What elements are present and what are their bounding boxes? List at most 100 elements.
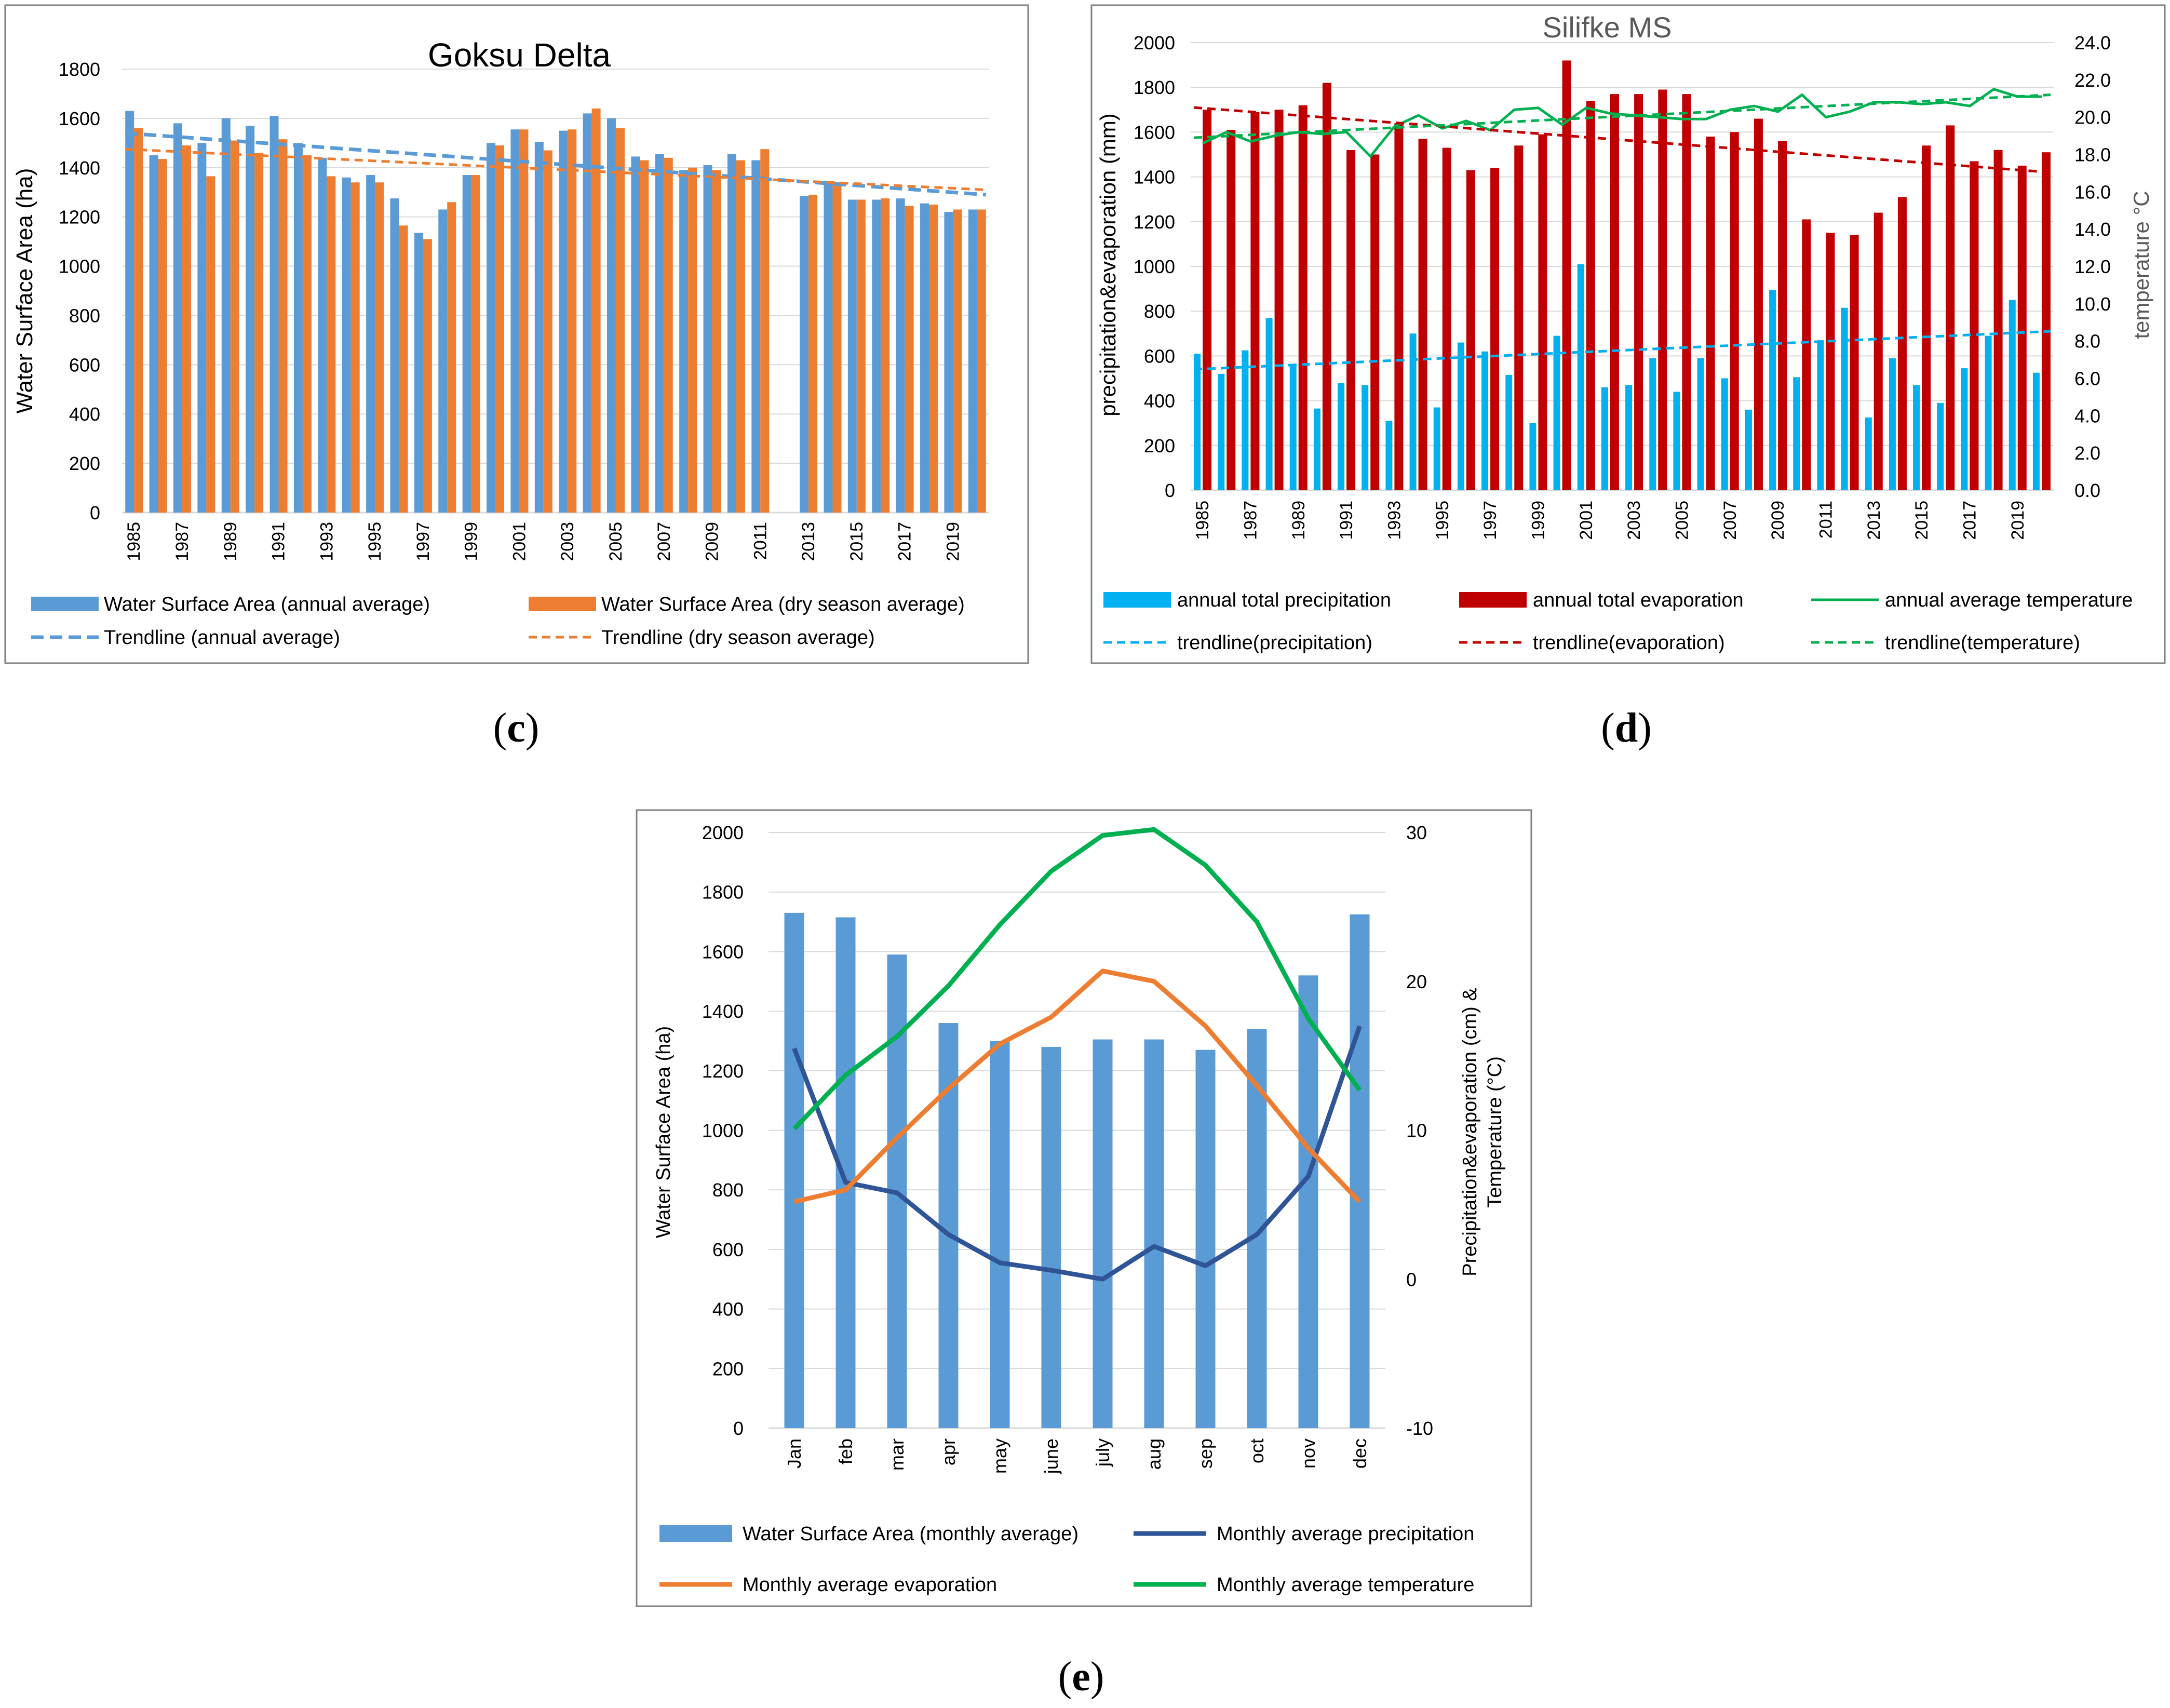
- y2-tick-label: 10.0: [2074, 293, 2111, 315]
- bar-annual-average: [318, 157, 327, 513]
- x-tick-label: 2013: [799, 522, 818, 561]
- chart-e: 0200400600800100012001400160018002000-10…: [653, 822, 1506, 1596]
- bar-annual-average: [800, 196, 809, 513]
- bar-dry-season-average: [543, 150, 552, 513]
- y2-tick-label: 30: [1406, 822, 1427, 843]
- x-tick-label: 2009: [703, 522, 722, 561]
- trendline-evaporation: [1193, 106, 2051, 174]
- bar-monthly-water-area: [1298, 975, 1318, 1428]
- bar-dry-season-average: [230, 140, 239, 513]
- bar-annual-evaporation: [1370, 154, 1380, 490]
- bar-annual-precipitation: [1721, 378, 1728, 490]
- bar-annual-average: [149, 155, 158, 513]
- bar-dry-season-average: [832, 182, 842, 513]
- x-tick-label: 2009: [1768, 501, 1788, 540]
- legend-label: annual total evaporation: [1533, 589, 1744, 611]
- bar-annual-average: [606, 118, 616, 513]
- bar-dry-season-average: [351, 182, 360, 513]
- bar-annual-average: [269, 116, 279, 513]
- x-tick-label: 2013: [1864, 501, 1884, 540]
- x-tick-label: 1997: [413, 522, 433, 561]
- x-tick-label: 1999: [1528, 501, 1548, 540]
- bar-annual-evaporation: [1298, 105, 1308, 490]
- bar-dry-season-average: [760, 149, 770, 513]
- bar-dry-season-average: [399, 225, 408, 513]
- bar-annual-average: [390, 198, 399, 513]
- y-tick-label: 1200: [702, 1060, 744, 1082]
- bar-monthly-water-area: [1093, 1039, 1113, 1428]
- bar-dry-season-average: [929, 204, 938, 513]
- bar-annual-average: [342, 177, 351, 513]
- x-tick-label: 1985: [124, 522, 144, 561]
- bar-annual-evaporation: [1850, 235, 1859, 490]
- x-tick-label: 1987: [1241, 501, 1260, 540]
- y2-tick-label: 0: [1406, 1269, 1417, 1290]
- bar-annual-evaporation: [1490, 168, 1500, 490]
- bar-annual-evaporation: [1442, 147, 1451, 490]
- bar-dry-season-average: [953, 209, 962, 513]
- legend-label: Water Surface Area (dry season average): [601, 594, 965, 615]
- x-tick-label: 1993: [317, 522, 336, 561]
- bar-annual-average: [703, 165, 712, 513]
- y-tick-label: 1800: [59, 59, 100, 80]
- x-tick-label: nov: [1298, 1438, 1319, 1469]
- bar-annual-average: [679, 170, 689, 513]
- x-tick-label: 2001: [509, 522, 529, 561]
- bar-annual-evaporation: [2017, 166, 2027, 490]
- bar-dry-season-average: [182, 145, 191, 513]
- chart-d: 0 200 400 600 800 1000 1200 1400 1600 1800 2000 0.0…: [1096, 11, 2153, 654]
- bar-annual-precipitation: [2032, 372, 2040, 490]
- y-axis-title: Water Surface Area (ha): [653, 1026, 675, 1238]
- bar-annual-evaporation: [1274, 110, 1284, 491]
- y-tick-label: 1800: [1134, 77, 1175, 98]
- bar-annual-precipitation: [1697, 358, 1704, 490]
- y2-tick-label: 14.0: [2074, 219, 2111, 240]
- bar-annual-precipitation: [1841, 307, 1848, 490]
- legend-label: Trendline (dry season average): [601, 627, 875, 649]
- bar-monthly-water-area: [1041, 1046, 1061, 1428]
- bar-annual-average: [968, 209, 977, 513]
- bar-dry-season-average: [495, 145, 505, 513]
- x-tick-label: mar: [886, 1438, 908, 1471]
- panel-label-e: (e): [1058, 1654, 1104, 1700]
- bar-annual-average: [847, 199, 857, 513]
- bar-dry-season-average: [568, 129, 577, 513]
- legend-label: Monthly average temperature: [1217, 1574, 1474, 1596]
- bar-annual-average: [824, 181, 833, 513]
- y-tick-label: 1000: [702, 1120, 744, 1141]
- x-tick-label: 2015: [847, 522, 867, 561]
- bar-annual-precipitation: [1385, 421, 1393, 490]
- y-tick-label: 600: [712, 1239, 744, 1260]
- y2-tick-label: 18.0: [2074, 144, 2111, 166]
- y-tick-label: 2000: [1134, 32, 1175, 53]
- bar-dry-season-average: [519, 129, 529, 513]
- bar-annual-evaporation: [1226, 130, 1236, 491]
- x-tick-label: 2007: [1720, 501, 1740, 540]
- trendline-temperature: [1193, 93, 2051, 139]
- x-tick-label: 2019: [943, 522, 963, 561]
- y-tick-label: 1600: [1134, 122, 1175, 143]
- bar-annual-precipitation: [1817, 340, 1824, 490]
- y2-tick-label: -10: [1406, 1418, 1433, 1439]
- legend-label: annual total precipitation: [1177, 589, 1391, 611]
- bar-annual-evaporation: [1970, 161, 1979, 490]
- bar-annual-precipitation: [1769, 290, 1776, 490]
- bar-annual-evaporation: [1778, 141, 1787, 490]
- panel-e-frame: [636, 809, 1532, 1607]
- bar-annual-precipitation: [1433, 407, 1440, 490]
- y-tick-label: 1400: [59, 157, 100, 179]
- bar-annual-evaporation: [1802, 219, 1811, 490]
- bar-dry-season-average: [905, 206, 914, 513]
- bar-annual-average: [173, 123, 182, 513]
- y-tick-label: 1400: [1134, 167, 1175, 188]
- legend-label: annual average temperature: [1885, 589, 2133, 611]
- bar-dry-season-average: [977, 209, 986, 513]
- bar-annual-evaporation: [1466, 170, 1475, 490]
- bar-dry-season-average: [423, 239, 432, 513]
- x-tick-label: 1999: [462, 522, 481, 561]
- bar-annual-average: [438, 209, 448, 513]
- y-tick-label: 1000: [1134, 256, 1175, 277]
- bar-annual-average: [125, 111, 134, 513]
- bar-annual-precipitation: [1505, 375, 1513, 490]
- bar-annual-precipitation: [1481, 351, 1489, 490]
